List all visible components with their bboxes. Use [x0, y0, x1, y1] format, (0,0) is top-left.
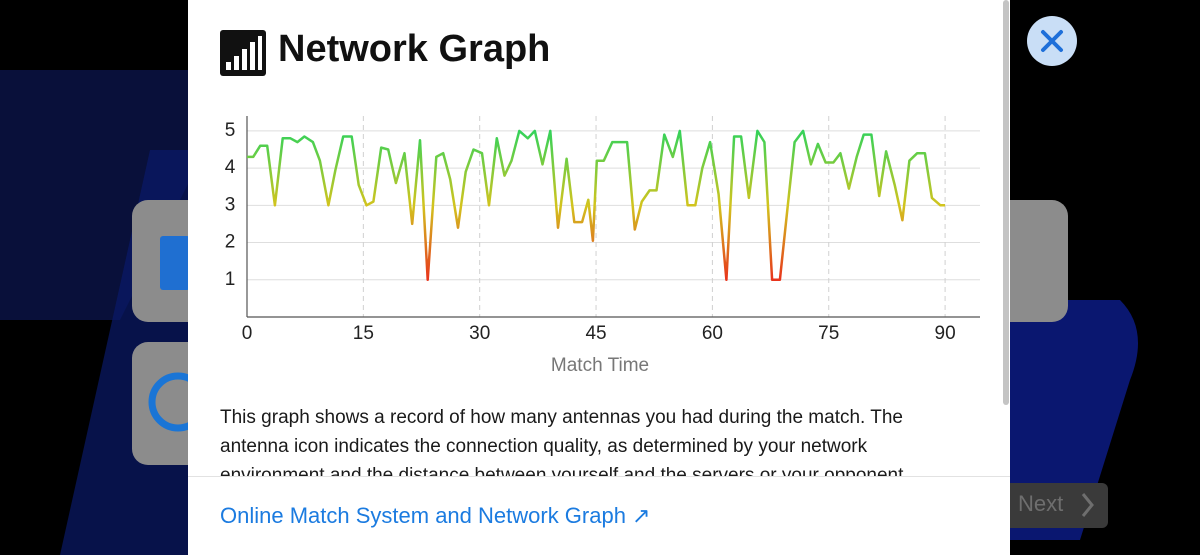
x-tick-label: 15	[353, 323, 374, 344]
chevron-icon	[1081, 493, 1094, 517]
x-tick-label: 75	[818, 323, 839, 344]
y-tick-label: 5	[225, 120, 236, 141]
x-tick-label: 0	[242, 323, 253, 344]
separator	[188, 476, 1010, 477]
y-tick-label: 2	[225, 232, 236, 253]
y-tick-label: 1	[225, 269, 236, 290]
modal-title: Network Graph	[278, 28, 551, 70]
x-tick-label: 30	[469, 323, 490, 344]
help-link[interactable]: Online Match System and Network Graph ↗	[220, 503, 651, 528]
scrollbar[interactable]	[1003, 0, 1009, 405]
signal-bar	[234, 56, 239, 70]
signal-bar	[226, 62, 231, 70]
x-tick-label: 45	[585, 323, 606, 344]
bg-shape	[1010, 300, 1138, 540]
next-label[interactable]: Next	[1018, 491, 1064, 516]
data-line	[247, 129, 946, 282]
card-icon	[160, 236, 190, 290]
modal	[188, 0, 1010, 555]
description-scroll: This graph shows a record of how many an…	[220, 403, 940, 476]
x-axis-label: Match Time	[551, 355, 649, 376]
next-button[interactable]	[990, 483, 1108, 528]
close-icon	[1041, 30, 1063, 52]
signal-bar	[242, 49, 247, 70]
y-tick-label: 4	[225, 157, 236, 178]
y-tick-label: 3	[225, 194, 236, 215]
x-tick-label: 60	[702, 323, 723, 344]
signal-bar	[250, 42, 255, 70]
description: This graph shows a record of how many an…	[220, 407, 909, 476]
signal-bar	[258, 36, 262, 70]
x-tick-label: 90	[935, 323, 956, 344]
